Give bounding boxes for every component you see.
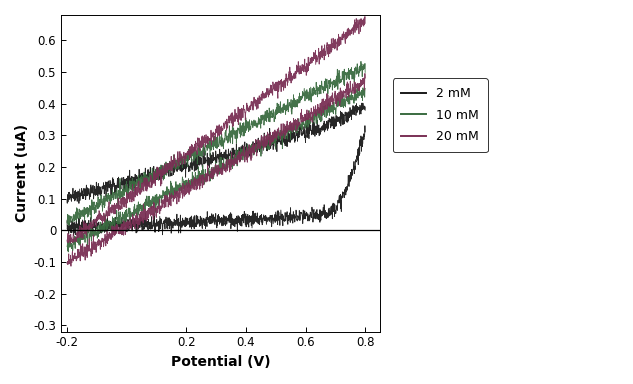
X-axis label: Potential (V): Potential (V) — [171, 355, 270, 369]
Legend: 2 mM, 10 mM, 20 mM: 2 mM, 10 mM, 20 mM — [392, 78, 488, 152]
Y-axis label: Current (uA): Current (uA) — [15, 124, 29, 222]
